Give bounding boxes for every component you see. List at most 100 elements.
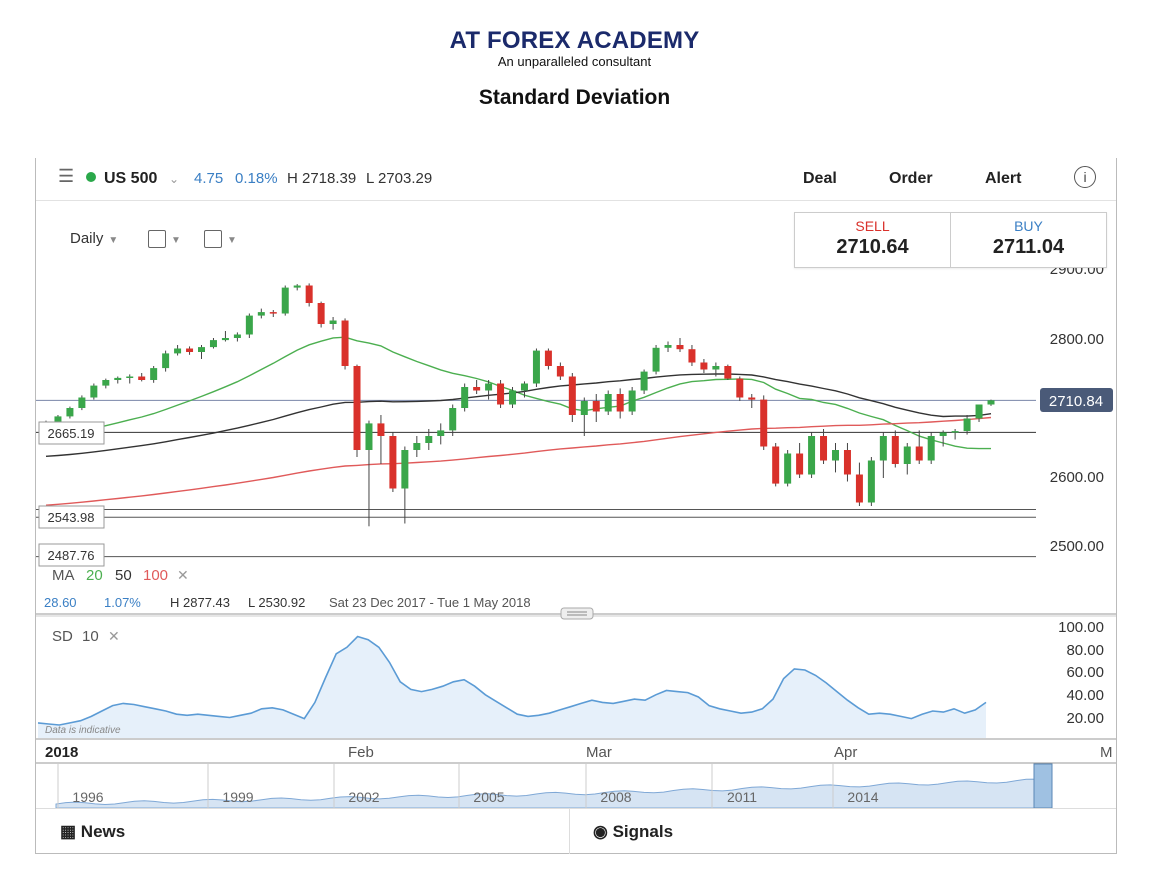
candle (915, 446, 923, 461)
signals-icon: ◉ (593, 822, 608, 841)
candle (616, 394, 624, 412)
tab-alert[interactable]: Alert (985, 170, 1022, 187)
range-high: H 2877.43 (170, 595, 230, 610)
candle (784, 453, 792, 484)
navigator-year-label: 2014 (847, 789, 878, 805)
info-icon[interactable]: i (1074, 166, 1096, 188)
candle (365, 423, 373, 450)
time-axis-label: Feb (348, 744, 374, 761)
pane-resize-handle[interactable] (560, 607, 594, 620)
sd-label: SD (52, 628, 73, 645)
timeline-navigator[interactable]: 1996 1999 2002 2005 2008 2011 2014 (36, 763, 1116, 808)
range-low: L 2530.92 (248, 595, 305, 610)
instrument-toolbar: ☰ US 500 ⌄ 4.75 0.18% H 2718.39 L 2703.2… (36, 158, 1116, 201)
candle (317, 303, 325, 324)
menu-icon[interactable]: ☰ (58, 166, 75, 186)
brand-tagline: An unparalleled consultant (497, 54, 652, 69)
interval-dropdown[interactable]: Daily ▼ (70, 230, 118, 247)
candle (114, 377, 122, 380)
candle (150, 368, 158, 380)
candle (449, 408, 457, 431)
sd-axis-label: 100.00 (1058, 619, 1104, 636)
indicators-dropdown[interactable]: ▼ (204, 230, 237, 249)
newspaper-icon: ▦ (60, 822, 77, 841)
chevron-down-icon[interactable]: ⌄ (169, 172, 180, 186)
candle (377, 423, 385, 436)
divider (569, 809, 570, 854)
candle (556, 366, 564, 377)
candle (712, 366, 720, 370)
candle (975, 404, 983, 419)
sd-axis-label: 40.00 (1066, 687, 1104, 704)
buy-label: BUY (1014, 218, 1043, 234)
news-button[interactable]: ▦ News (60, 809, 125, 854)
price-tag-value: 2710.84 (1049, 393, 1103, 410)
candle (461, 387, 469, 408)
tab-deal[interactable]: Deal (803, 170, 837, 187)
candle (843, 450, 851, 475)
navigator-year-label: 2008 (600, 789, 631, 805)
candle (305, 285, 313, 303)
candle (329, 320, 337, 324)
candle (78, 397, 86, 408)
candle (592, 401, 600, 412)
candle (903, 446, 911, 464)
navigator-selection[interactable] (1033, 763, 1053, 808)
sell-button[interactable]: SELL 2710.64 (795, 213, 951, 267)
candle (233, 334, 241, 338)
instrument-symbol[interactable]: US 500 (104, 170, 158, 187)
buy-button[interactable]: BUY 2711.04 (951, 213, 1106, 267)
day-low: L 2703.29 (366, 170, 433, 187)
range-abs: 28.60 (44, 595, 77, 610)
candle (509, 390, 517, 405)
candle (353, 366, 361, 450)
price-tag: 2710.84 (1040, 388, 1113, 412)
range-dates: Sat 23 Dec 2017 - Tue 1 May 2018 (329, 595, 531, 610)
candle (987, 400, 995, 405)
navigator-year-label: 2002 (348, 789, 379, 805)
page-title: Standard Deviation (478, 86, 671, 109)
candle (389, 436, 397, 489)
close-icon[interactable]: ✕ (108, 628, 120, 644)
candle (580, 401, 588, 415)
candle (102, 380, 110, 386)
price-axis-label: 2500.00 (1050, 538, 1104, 555)
sell-label: SELL (855, 218, 890, 234)
caret-down-icon: ▼ (171, 235, 181, 246)
candle (174, 348, 182, 354)
time-axis-label: Mar (586, 744, 612, 761)
navigator-year-label: 1999 (222, 789, 253, 805)
range-info: 28.60 1.07% H 2877.43 L 2530.92 Sat 23 D… (44, 595, 531, 610)
candle (198, 347, 206, 352)
price-axis-label: 2600.00 (1050, 469, 1104, 486)
close-icon[interactable]: ✕ (177, 567, 189, 583)
candle (66, 408, 74, 417)
sd-line (37, 635, 987, 726)
sd-period: 10 (82, 628, 99, 645)
chart-type-dropdown[interactable]: ▼ (148, 230, 181, 249)
tab-order[interactable]: Order (889, 170, 933, 187)
price-chart[interactable]: 2900.00 2800.00 2600.00 2500.00 2710.84 … (36, 158, 1116, 808)
ma-period-50: 50 (115, 567, 132, 584)
candle (879, 436, 887, 461)
brand-title: AT FOREX ACADEMY (449, 27, 700, 54)
sd-axis-label: 80.00 (1066, 642, 1104, 659)
sd-area-fill (38, 636, 986, 738)
signals-button[interactable]: ◉ Signals (593, 809, 673, 854)
candle (473, 387, 481, 391)
candle (867, 460, 875, 503)
sd-axis-label: 60.00 (1066, 664, 1104, 681)
sell-price: 2710.64 (836, 236, 909, 258)
candle (54, 416, 62, 422)
candle (257, 312, 265, 316)
candle (640, 371, 648, 391)
navigator-year-label: 1996 (72, 789, 103, 805)
ma-label: MA (52, 567, 75, 584)
candle (293, 285, 301, 288)
candle (269, 312, 277, 314)
ma-period-100: 100 (143, 567, 168, 584)
candle (676, 345, 684, 350)
navigator-year-label: 2011 (727, 789, 757, 805)
candle (221, 338, 229, 341)
candle (891, 436, 899, 464)
